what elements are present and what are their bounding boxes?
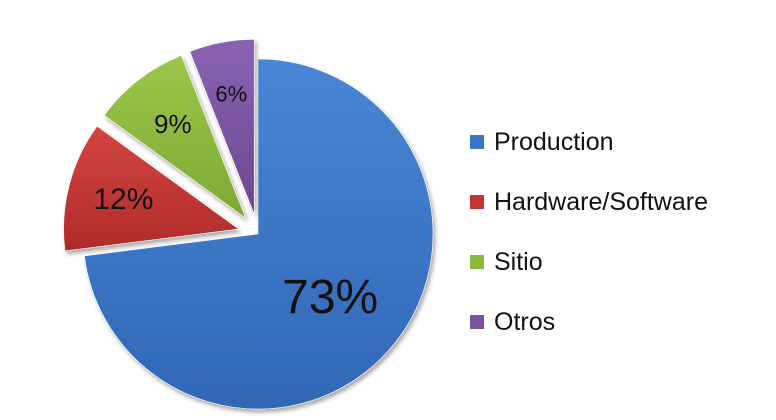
chart-legend: Production Hardware/Software Sitio Otros	[470, 112, 770, 352]
data-label-production: 73%	[282, 271, 378, 324]
legend-item-hardware-software: Hardware/Software	[470, 172, 770, 232]
legend-item-otros: Otros	[470, 292, 770, 352]
legend-label-otros: Otros	[494, 307, 556, 336]
legend-item-production: Production	[470, 112, 770, 172]
legend-label-sitio: Sitio	[494, 247, 543, 276]
legend-label-hardware-software: Hardware/Software	[494, 187, 708, 216]
legend-swatch-hardware-software	[470, 195, 484, 209]
legend-swatch-otros	[470, 315, 484, 329]
legend-label-production: Production	[494, 127, 614, 156]
data-label-otros: 6%	[215, 82, 247, 107]
pie-data-labels: 73% 12% 9% 6%	[93, 82, 378, 325]
data-label-hardware-software: 12%	[93, 183, 153, 216]
pie-slice-production	[84, 58, 434, 410]
pie-slices	[63, 39, 434, 410]
legend-swatch-production	[470, 135, 484, 149]
pie-slice-otros	[189, 39, 255, 215]
pie-slice-hardware-software	[63, 125, 240, 252]
data-label-sitio: 9%	[154, 109, 192, 139]
legend-item-sitio: Sitio	[470, 232, 770, 292]
legend-swatch-sitio	[470, 255, 484, 269]
pie-slice-sitio	[103, 55, 247, 220]
